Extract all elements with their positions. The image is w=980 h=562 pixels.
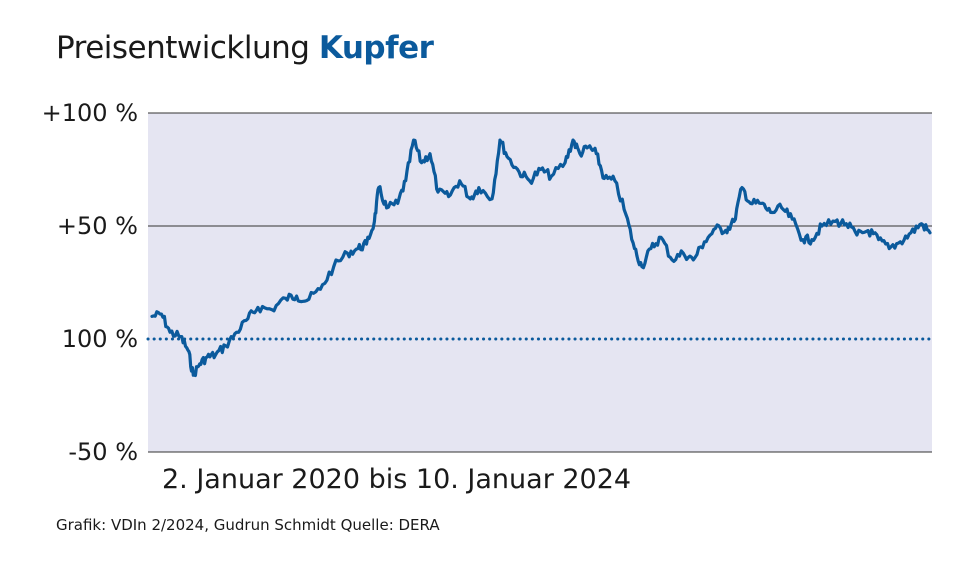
y-tick-label: +50 % [57,212,138,240]
y-tick-label: 100 % [62,325,138,353]
title-highlight: Kupfer [318,30,434,66]
chart-title: Preisentwicklung Kupfer [56,30,434,66]
plot-background [148,113,932,452]
source-credit: Grafik: VDIn 2/2024, Gudrun Schmidt Quel… [56,516,440,534]
title-prefix: Preisentwicklung [56,30,310,66]
y-tick-label: +100 % [42,99,138,127]
x-axis-range-label: 2. Januar 2020 bis 10. Januar 2024 [162,464,632,495]
copper-price-line [150,138,932,378]
y-tick-label: -50 % [68,438,138,466]
